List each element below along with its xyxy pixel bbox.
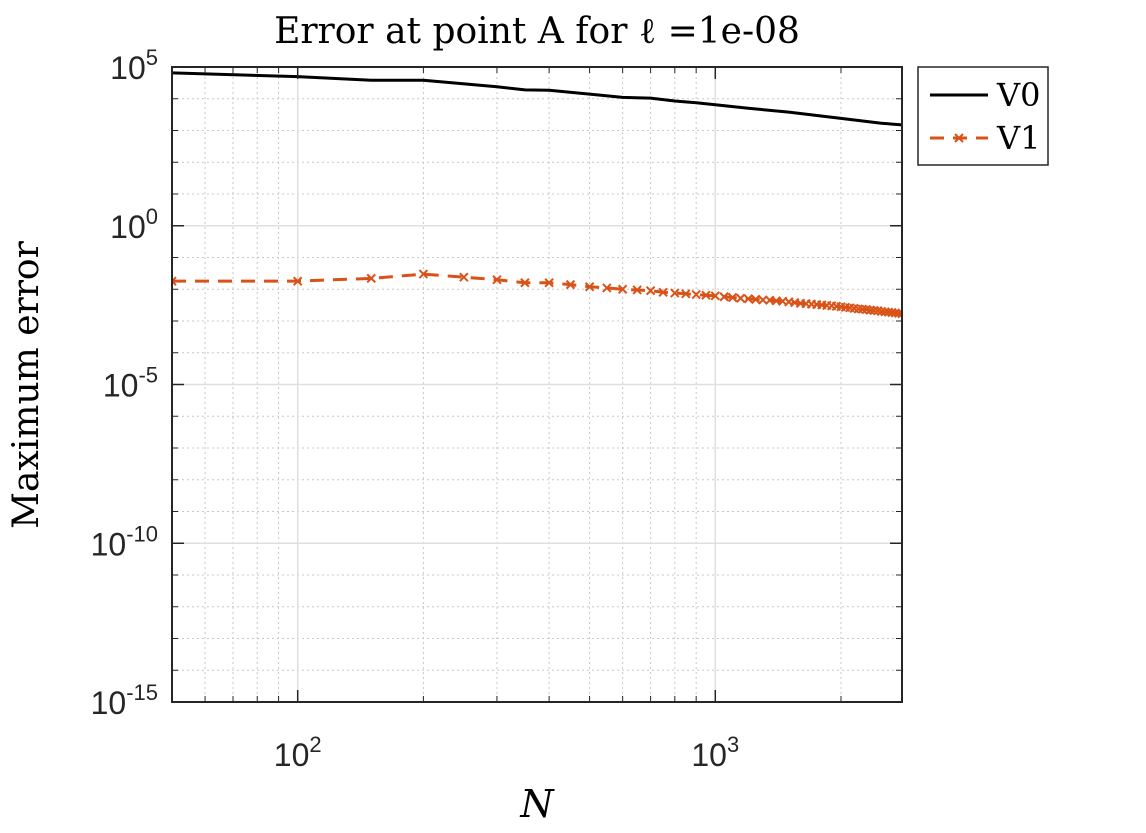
y-tick-label: 10-5 <box>103 363 158 404</box>
legend-marker <box>954 133 964 143</box>
marker-stroke <box>743 294 754 304</box>
marker-stroke <box>710 291 720 301</box>
y-tick-label-base: 10 <box>110 50 146 86</box>
marker-stroke <box>897 308 902 316</box>
marker-stroke <box>366 273 376 284</box>
marker-stroke <box>492 274 502 285</box>
series-v0 <box>172 71 902 127</box>
data-point-v1 <box>172 276 177 286</box>
marker-stroke <box>861 304 872 315</box>
marker-stroke <box>544 278 554 288</box>
marker-stroke <box>602 283 612 293</box>
x-tick-labels: 102 103 <box>274 732 739 773</box>
y-tick-label-base: 10 <box>110 209 146 245</box>
data-point-v1 <box>584 282 595 292</box>
x-tick-label-exponent: 2 <box>309 732 321 757</box>
marker-stroke <box>172 279 177 286</box>
marker-stroke <box>632 285 642 295</box>
marker-stroke <box>292 276 303 286</box>
y-tick-label: 10-10 <box>91 521 158 562</box>
marker-stroke <box>520 278 530 288</box>
y-tick-label-exponent: 5 <box>146 45 158 70</box>
data-point-v1 <box>710 291 720 301</box>
marker-stroke <box>853 304 863 314</box>
data-point-v1 <box>735 293 746 303</box>
data-point-v1 <box>602 283 612 293</box>
marker-stroke <box>897 312 902 319</box>
data-point-v1 <box>670 288 680 298</box>
y-tick-label: 10-15 <box>91 680 158 721</box>
y-tick-label-exponent: -5 <box>138 363 158 388</box>
data-point-v1 <box>658 287 668 298</box>
marker-stroke <box>727 292 738 303</box>
data-point-v1 <box>292 276 303 286</box>
marker-stroke <box>840 302 851 313</box>
x-tick-label: 103 <box>691 732 739 773</box>
y-tick-label-base: 10 <box>103 368 139 404</box>
data-point-v1 <box>544 278 554 288</box>
data-point-v1 <box>681 289 691 299</box>
marker-stroke <box>845 303 855 313</box>
marker-stroke <box>865 305 875 315</box>
marker-stroke <box>701 290 711 300</box>
x-tick-label: 102 <box>274 732 322 773</box>
marker-stroke <box>681 289 691 299</box>
data-point-v1 <box>418 269 429 279</box>
marker-stroke <box>565 279 576 290</box>
marker-stroke <box>873 306 883 316</box>
x-axis-label: N <box>519 782 555 826</box>
data-point-v1 <box>565 279 576 290</box>
data-point-v1 <box>492 274 502 285</box>
marker-stroke <box>735 293 746 303</box>
chart-title: Error at point A for ℓ =1e-08 <box>274 11 800 52</box>
data-point-v1 <box>645 285 656 296</box>
marker-stroke <box>849 303 859 314</box>
y-tick-label: 105 <box>110 45 158 86</box>
marker-stroke <box>869 305 879 316</box>
marker-stroke <box>719 292 729 302</box>
x-tick-label-base: 10 <box>274 737 310 773</box>
tick-marks <box>171 66 902 703</box>
minor-grid <box>171 67 902 702</box>
legend-box <box>917 66 1049 166</box>
marker-stroke <box>617 284 628 294</box>
data-point-v1 <box>743 294 754 304</box>
legend-item-v1: V1 <box>930 119 1040 157</box>
y-tick-label-base: 10 <box>91 526 127 562</box>
data-point-v1 <box>701 290 711 300</box>
data-point-v1 <box>366 273 376 284</box>
y-tick-label-base: 10 <box>91 685 127 721</box>
y-axis-label: Maximum error <box>6 240 47 528</box>
marker-stroke <box>857 304 868 314</box>
marker-stroke <box>658 287 668 298</box>
marker-stroke <box>418 269 429 279</box>
marker-stroke <box>459 272 469 282</box>
y-tick-label-exponent: 0 <box>146 204 158 229</box>
data-point-v1 <box>632 285 642 295</box>
data-point-v1 <box>691 289 701 300</box>
series-line-v0 <box>172 71 902 127</box>
x-tick-label-exponent: 3 <box>727 732 739 757</box>
y-tick-label: 100 <box>110 204 158 245</box>
y-tick-label-exponent: -15 <box>126 680 158 705</box>
x-tick-label-base: 10 <box>691 737 727 773</box>
marker-stroke <box>172 276 177 283</box>
data-point-v1 <box>897 308 902 319</box>
legend-label: V1 <box>996 119 1040 157</box>
data-point-v1 <box>617 284 628 294</box>
marker-stroke <box>584 282 595 292</box>
y-tick-label-exponent: -10 <box>126 521 158 546</box>
data-point-v1 <box>520 278 530 288</box>
data-point-v1 <box>459 272 469 282</box>
marker-stroke <box>691 289 701 300</box>
legend-label: V0 <box>996 76 1040 114</box>
data-point-v1 <box>727 292 738 303</box>
marker-stroke <box>645 285 656 296</box>
legend-item-v0: V0 <box>930 76 1040 114</box>
marker-stroke <box>670 288 680 298</box>
data-point-v1 <box>719 292 729 302</box>
